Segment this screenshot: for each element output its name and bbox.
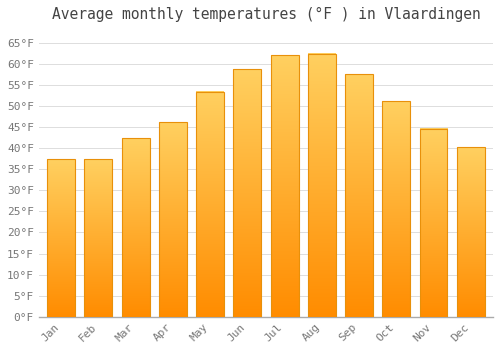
Bar	[308, 54, 336, 317]
Bar	[382, 102, 410, 317]
Title: Average monthly temperatures (°F ) in Vlaardingen: Average monthly temperatures (°F ) in Vl…	[52, 7, 480, 22]
Bar	[122, 139, 150, 317]
Bar	[420, 129, 448, 317]
Bar	[270, 55, 298, 317]
Bar	[159, 122, 187, 317]
Bar	[345, 74, 373, 317]
Bar	[84, 159, 112, 317]
Bar	[457, 147, 484, 317]
Bar	[196, 92, 224, 317]
Bar	[234, 69, 262, 317]
Bar	[47, 159, 75, 317]
